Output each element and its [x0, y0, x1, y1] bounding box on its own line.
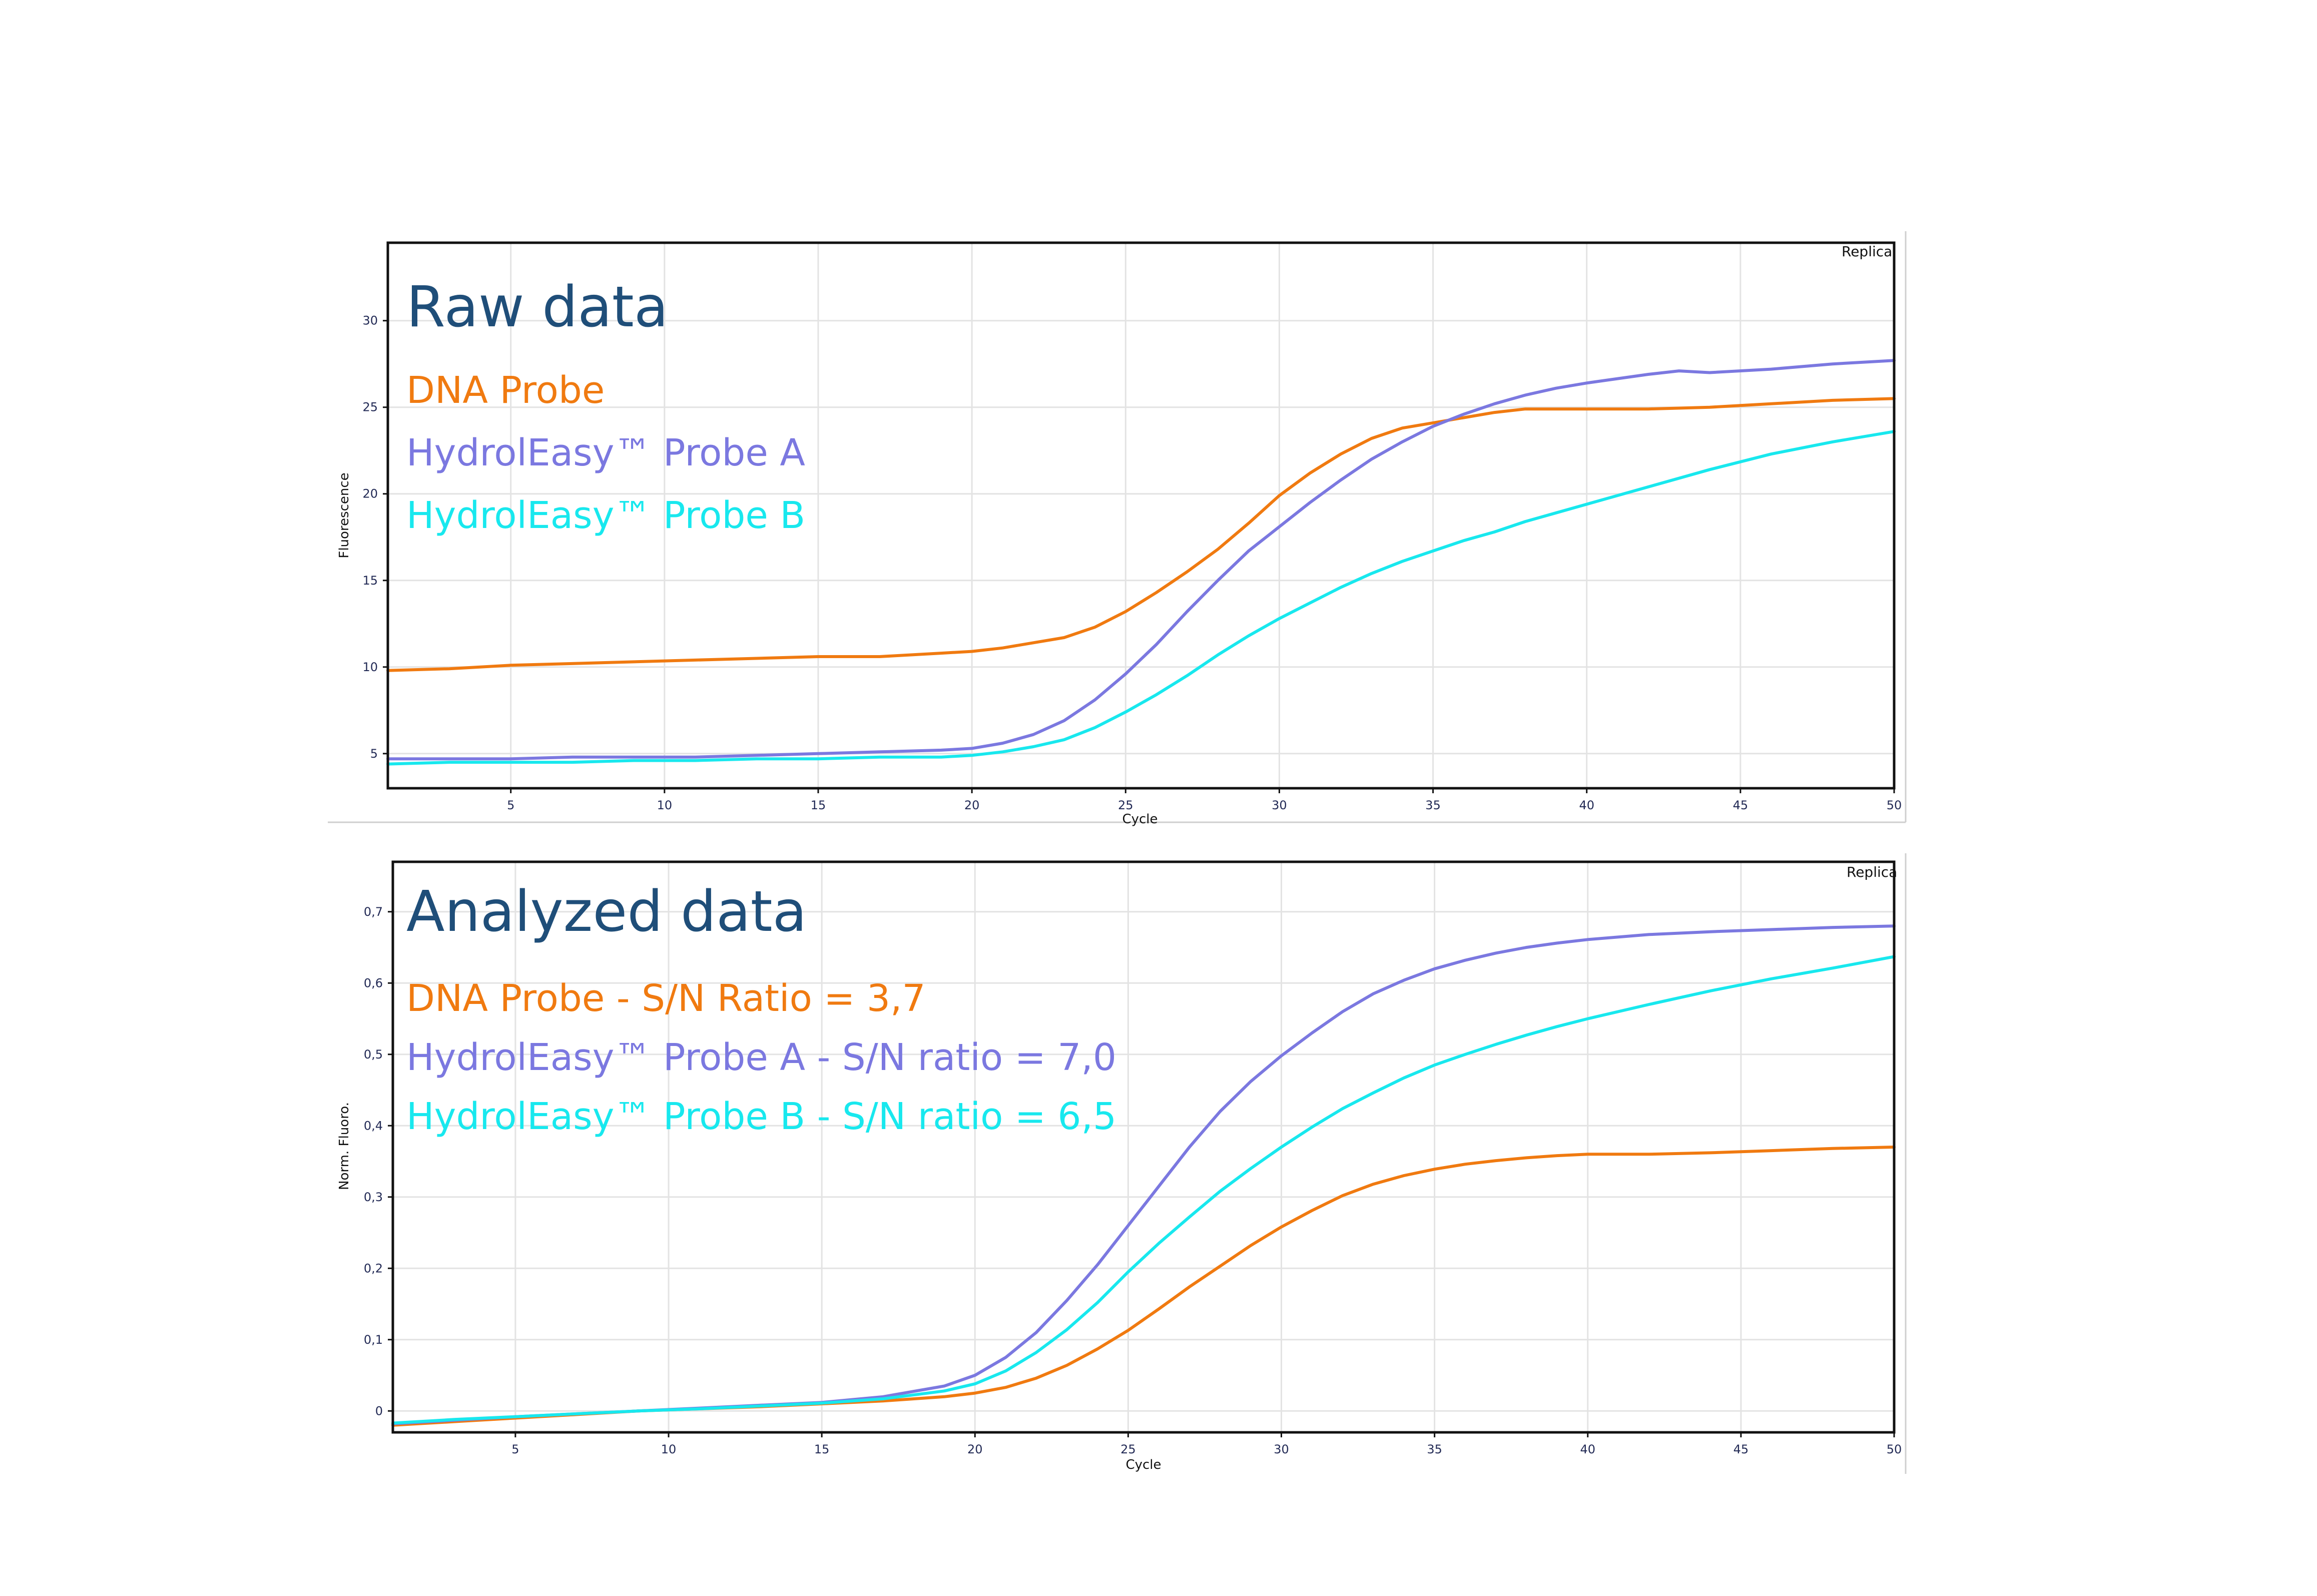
- y-tick-label: 0,2: [364, 1261, 383, 1275]
- replica-label: Replica: [1847, 864, 1897, 880]
- plot-frame: [386, 241, 1896, 790]
- legend-probe-a: HydrolEasy™ Probe A: [406, 431, 805, 474]
- series-line-2: [391, 955, 1896, 1425]
- x-tick-label: 45: [1733, 798, 1749, 812]
- x-tick-label: 25: [1118, 798, 1133, 812]
- x-tick-label: 15: [814, 1442, 830, 1456]
- y-tick-label: 20: [362, 487, 378, 501]
- x-tick-label: 40: [1579, 798, 1594, 812]
- y-tick-label: 0,5: [364, 1047, 383, 1061]
- x-tick-label: 30: [1272, 798, 1287, 812]
- x-tick-label: 50: [1887, 798, 1902, 812]
- y-tick-label: 0,6: [364, 976, 383, 990]
- x-tick-label: 40: [1580, 1442, 1595, 1456]
- legend-probe-b: HydrolEasy™ Probe B: [406, 494, 805, 537]
- x-tick-label: 25: [1120, 1442, 1136, 1456]
- legend-probe-a: HydrolEasy™ Probe A - S/N ratio = 7,0: [406, 1036, 1116, 1079]
- y-tick-label: 0,7: [364, 905, 383, 919]
- x-tick-label: 45: [1733, 1442, 1749, 1456]
- legend-dna-probe: DNA Probe - S/N Ratio = 3,7: [406, 977, 926, 1020]
- x-tick-label: 5: [507, 798, 514, 812]
- raw-data-chart: 5 10 15 20 25 30 35 40 45 50 5 10 15 20 25 30 Replica C…: [328, 231, 1907, 827]
- x-tick-label: 10: [661, 1442, 677, 1456]
- chart-title: Analyzed data: [406, 879, 807, 944]
- y-tick-label: 5: [370, 747, 378, 761]
- y-tick-label: 0,4: [364, 1119, 383, 1133]
- x-tick-label: 15: [811, 798, 826, 812]
- x-axis-label: Cycle: [1122, 812, 1157, 827]
- series-line-0: [386, 397, 1896, 672]
- replica-label: Replica: [1842, 243, 1892, 260]
- analyzed-data-chart: 5 10 15 20 25 30 35 40 45 50 0 0,1 0,2 0,3 0,4 0,5 0,6 0,…: [337, 853, 1907, 1474]
- x-tick-label: 5: [511, 1442, 519, 1456]
- x-tick-label: 35: [1427, 1442, 1442, 1456]
- y-tick-label: 10: [362, 660, 378, 674]
- x-tick-label: 30: [1274, 1442, 1289, 1456]
- y-tick-label: 25: [362, 400, 378, 414]
- x-axis-label: Cycle: [1125, 1457, 1161, 1472]
- series-line-0: [391, 1146, 1896, 1427]
- y-tick-label: 30: [362, 314, 378, 328]
- legend-dna-probe: DNA Probe: [406, 369, 605, 412]
- x-tick-label: 50: [1887, 1442, 1902, 1456]
- x-tick-label: 10: [657, 798, 673, 812]
- y-axis-label: Norm. Fluoro.: [337, 1102, 352, 1190]
- chart-title: Raw data: [406, 275, 668, 340]
- legend-probe-b: HydrolEasy™ Probe B - S/N ratio = 6,5: [406, 1095, 1116, 1138]
- y-tick-label: 0,1: [364, 1333, 383, 1347]
- y-tick-label: 15: [362, 574, 378, 588]
- series-line-2: [386, 430, 1896, 766]
- series-line-1: [386, 359, 1896, 761]
- plot-frame: [391, 860, 1896, 1434]
- x-tick-label: 35: [1425, 798, 1441, 812]
- y-axis-label: Fluorescence: [337, 472, 352, 558]
- y-tick-label: 0,3: [364, 1190, 383, 1204]
- x-tick-label: 20: [967, 1442, 983, 1456]
- y-tick-label: 0: [375, 1404, 383, 1418]
- x-tick-label: 20: [964, 798, 980, 812]
